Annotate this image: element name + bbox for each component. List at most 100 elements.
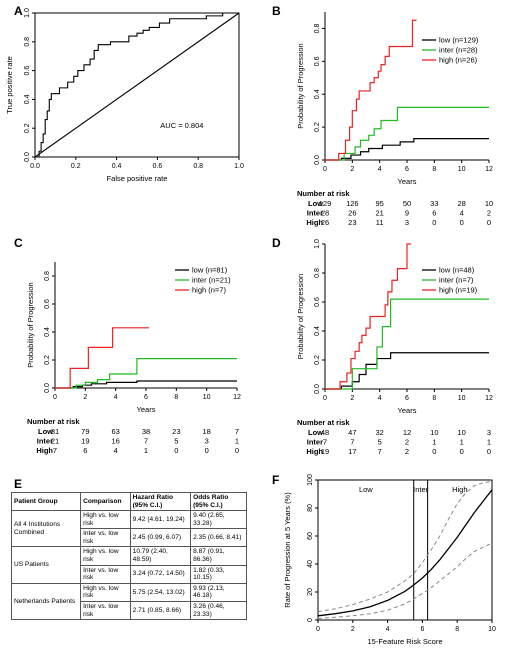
x-tick-label: 0.0 — [30, 163, 40, 170]
risk-count: 23 — [172, 427, 180, 436]
risk-count: 21 — [51, 437, 59, 446]
risk-count: 32 — [375, 428, 383, 437]
panel-label-d: D — [272, 236, 281, 250]
x-tick-label: 8 — [432, 395, 436, 402]
x-tick-label: 2 — [83, 394, 87, 401]
y-tick-label: 1.0 — [24, 8, 31, 18]
table-header-cell: Hazard Ratio (95% C.I.) — [129, 491, 192, 512]
x-tick-label: 6 — [144, 394, 148, 401]
y-tick-label: 0.6 — [44, 299, 51, 309]
y-tick-label: 60 — [307, 532, 314, 540]
comparison-cell: High vs. low risk — [80, 546, 131, 566]
panel-label-f: F — [272, 473, 279, 487]
x-tick-label: 6 — [405, 166, 409, 173]
risk-count: 95 — [375, 199, 383, 208]
y-tick-label: 0.4 — [314, 89, 321, 99]
odds-ratio-cell: 3.26 (0.46, 23.33) — [190, 600, 247, 621]
risk-count: 50 — [403, 199, 411, 208]
risk-count: 26 — [348, 209, 356, 218]
comparison-cell: Inter vs. low risk — [80, 528, 131, 548]
risk-count: 9 — [405, 209, 409, 218]
y-tick-label: 0.2 — [314, 355, 321, 365]
risk-count: 0 — [487, 447, 491, 456]
x-tick-label: 12 — [485, 395, 493, 402]
x-tick-label: 0.8 — [193, 163, 203, 170]
x-axis-label: 15-Feature Risk Score — [367, 637, 442, 646]
y-axis-label: Probability of Progression — [296, 43, 305, 128]
x-tick-label: 8 — [432, 166, 436, 173]
km-chart-netherlands: 0 2 4 6 8 10 120.00.20.40.60.81.0YearsProbabil… — [296, 239, 493, 456]
x-tick-label: 4 — [378, 395, 382, 402]
risk-count: 7 — [378, 447, 382, 456]
series-line — [55, 358, 237, 389]
risk-count: 16 — [111, 437, 119, 446]
y-tick-label: 0.2 — [24, 123, 31, 133]
x-tick-label: 6 — [420, 626, 424, 633]
risk-count: 0 — [432, 218, 436, 227]
risk-count: 81 — [51, 427, 59, 436]
y-tick-label: 80 — [307, 504, 314, 512]
risk-count: 5 — [174, 437, 178, 446]
risk-count: 28 — [457, 199, 465, 208]
roc-diagonal-line — [34, 12, 240, 158]
risk-count: 2 — [405, 447, 409, 456]
y-tick-label: 1.0 — [314, 239, 321, 249]
risk-count: 63 — [111, 427, 119, 436]
panel-label-b: B — [272, 4, 281, 18]
risk-count: 10 — [457, 428, 465, 437]
series-line — [325, 138, 489, 161]
risk-count: 5 — [378, 438, 382, 447]
odds-ratio-cell: 9.40 (2.65, 33.28) — [190, 510, 247, 530]
legend-label: low (n=129) — [439, 36, 479, 45]
x-axis-label: Years — [137, 405, 156, 414]
y-tick-label: 0.0 — [44, 383, 51, 393]
risk-table-title: Number at risk — [297, 418, 350, 427]
hazard-ratio-cell: 10.79 (2.40, 48.59) — [129, 546, 192, 566]
risk-row-label: High — [306, 447, 323, 456]
risk-row-label: Inter — [37, 437, 53, 446]
risk-count: 6 — [83, 446, 87, 455]
table-header-cell: Odds Ratio (95% C.I.) — [190, 491, 247, 512]
comparison-cell: Inter vs. low risk — [80, 564, 131, 584]
series-line — [325, 298, 489, 390]
plot-frame — [317, 479, 493, 621]
table-header-row: Patient Group Comparison Hazard Ratio (95%… — [10, 491, 247, 512]
risk-count: 7 — [235, 427, 239, 436]
risk-count: 1 — [487, 438, 491, 447]
risk-count: 10 — [485, 199, 493, 208]
risk-count: 18 — [202, 427, 210, 436]
risk-count: 7 — [144, 437, 148, 446]
ci-band-line — [317, 480, 493, 613]
x-tick-label: 0 — [53, 394, 57, 401]
y-tick-label: 0.0 — [24, 152, 31, 162]
legend-label: high (n=26) — [439, 56, 478, 65]
x-tick-label: 4 — [114, 394, 118, 401]
risk-row-label: High — [306, 218, 323, 227]
risk-count: 129 — [319, 199, 332, 208]
patient-group-cell: All 4 Institutions Combined — [10, 510, 82, 548]
table-row: Inter vs. low risk 2.45 (0.99, 6.07) 2.35 … — [12, 528, 247, 548]
series-line — [325, 19, 417, 161]
x-tick-label: 8 — [174, 394, 178, 401]
hazard-ratio-cell: 5.75 (2.54, 13.02) — [129, 582, 192, 602]
y-axis-label: Probability of Progression — [296, 274, 305, 359]
odds-ratio-cell: 8.87 (0.91, 86.36) — [190, 546, 247, 566]
x-tick-label: 10 — [488, 626, 496, 633]
legend-label: high (n=7) — [192, 286, 226, 295]
legend-label: low (n=81) — [192, 266, 228, 275]
odds-ratio-cell: 2.35 (0.66, 8.41) — [190, 528, 247, 548]
x-axis-label: Years — [398, 406, 417, 415]
x-tick-label: 4 — [378, 166, 382, 173]
y-tick-label: 0.8 — [24, 37, 31, 47]
y-tick-label: 100 — [307, 474, 314, 486]
y-tick-label: 0.2 — [44, 355, 51, 365]
risk-count: 3 — [405, 218, 409, 227]
series-line — [325, 352, 489, 390]
x-tick-label: 10 — [458, 166, 466, 173]
comparison-cell: High vs. low risk — [80, 510, 131, 530]
table-row: All 4 Institutions Combined High vs. low … — [10, 510, 247, 548]
comparison-cell: Inter vs. low risk — [80, 600, 131, 621]
risk-count: 79 — [81, 427, 89, 436]
x-tick-label: 10 — [458, 395, 466, 402]
